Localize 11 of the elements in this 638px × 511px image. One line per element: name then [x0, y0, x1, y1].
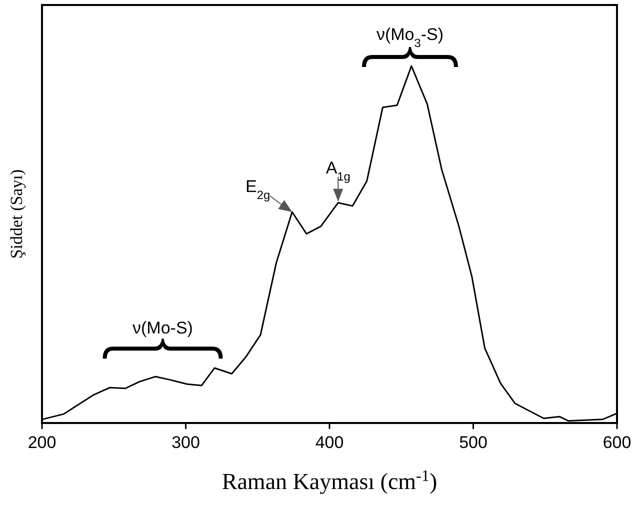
x-axis-title: Raman Kayması (cm$^{-1}$)	[222, 468, 438, 494]
annotation: A$_{1g}$	[326, 158, 350, 184]
x-tick-label: 300	[172, 433, 200, 452]
x-tick-label: 500	[459, 433, 488, 452]
text: ν(Mo$_{3}$-S)	[376, 25, 444, 50]
annotation: E$_{2g}$	[246, 177, 270, 202]
x-tick-label: 400	[315, 433, 344, 452]
x-tick-label: 600	[602, 433, 632, 452]
annotation: ν(Mo-S)	[132, 318, 193, 338]
y-axis-title: Şiddet (Sayı)	[7, 169, 26, 259]
x-tick-label: 200	[28, 433, 56, 452]
